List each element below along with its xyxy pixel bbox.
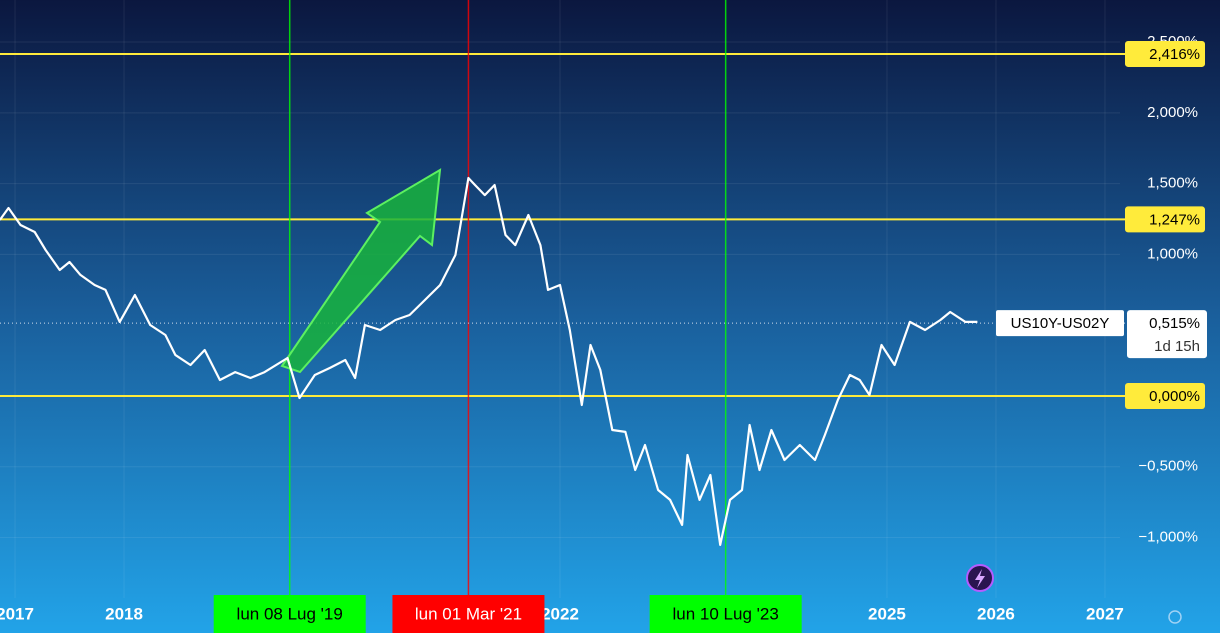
y-tick-label: −1,000% (1138, 529, 1198, 546)
y-tick-label: −0,500% (1138, 458, 1198, 475)
alert-bolt (975, 569, 985, 588)
price-label-box (1125, 382, 1205, 409)
labels: 2,500%2,000%1,500%1,000%−0,500%−1,000%20… (0, 33, 1207, 633)
date-label-box (392, 595, 545, 633)
y-tick-label: 1,500% (1147, 175, 1198, 192)
x-tick-label: 2018 (105, 604, 143, 623)
x-tick-label: 2025 (868, 604, 906, 623)
price-label-box (1125, 206, 1205, 233)
x-tick-label: 2027 (1086, 604, 1124, 623)
grid (0, 0, 1120, 598)
price-label: 1,247% (1149, 211, 1200, 228)
series-name: US10Y-US02Y (1011, 315, 1110, 332)
date-label: lun 01 Mar '21 (415, 604, 522, 623)
price-label: 0,000% (1149, 388, 1200, 405)
x-tick-label: 2026 (977, 604, 1015, 623)
settings-icon[interactable] (1168, 610, 1182, 624)
series-line (0, 176, 978, 546)
price-label: 2,416% (1149, 46, 1200, 63)
x-tick-label: 2017 (0, 604, 34, 623)
last-value-box (1127, 310, 1207, 359)
plot (0, 176, 978, 546)
y-tick-label: 2,000% (1147, 104, 1198, 121)
date-label: lun 08 Lug '19 (237, 604, 343, 623)
series-name-box (996, 310, 1124, 337)
date-label: lun 10 Lug '23 (673, 604, 779, 623)
countdown: 1d 15h (1154, 338, 1200, 355)
date-label-box (213, 595, 366, 633)
date-label-box (649, 595, 802, 633)
y-tick-label: 1,000% (1147, 245, 1198, 262)
price-label-box (1125, 40, 1205, 67)
arrow-annotation (280, 168, 442, 374)
last-value-label: 0,515% (1149, 315, 1200, 332)
lines (0, 0, 1125, 595)
x-tick-label: 2022 (541, 604, 579, 623)
